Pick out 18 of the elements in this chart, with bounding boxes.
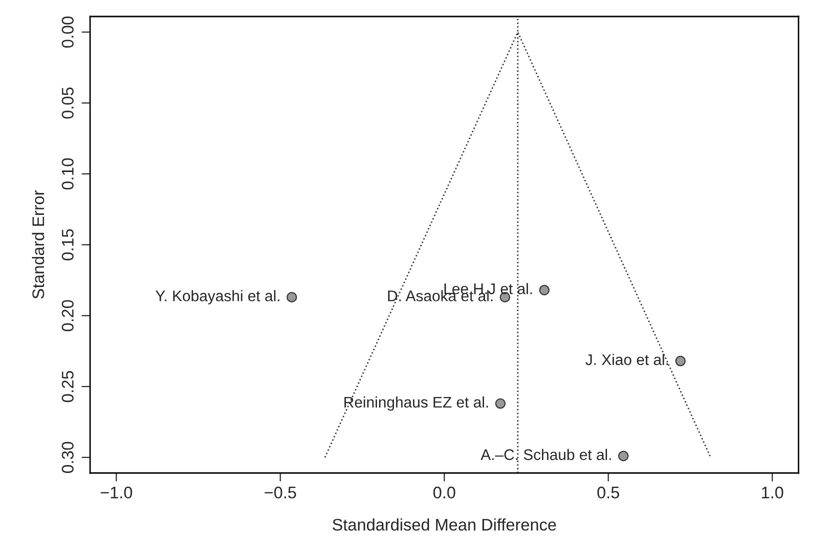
annotation: A.–C. Schaub et al. xyxy=(480,448,611,460)
y-tick-label: 0.25 xyxy=(62,371,74,402)
x-tick-label: −1.0 xyxy=(100,486,132,498)
annotation: J. Xiao et al. xyxy=(586,354,668,366)
x-tick-label: −0.5 xyxy=(264,486,296,498)
y-tick-label: 0.20 xyxy=(62,300,74,332)
y-tick-label: 0.10 xyxy=(62,158,74,190)
annotation: Reininghaus EZ et al. xyxy=(344,396,488,411)
y-tick-label: 0.00 xyxy=(62,16,74,48)
y-tick-label: 0.30 xyxy=(62,442,74,473)
x-tick-label: 0.5 xyxy=(597,486,620,498)
y-axis-title: Standard Error xyxy=(32,190,44,299)
x-tick-label: 1.0 xyxy=(762,486,784,498)
x-axis-title: Standardised Mean Difference xyxy=(332,518,556,531)
y-tick-label: 0.15 xyxy=(62,229,74,260)
annotation: Y. Kobayashi et al. xyxy=(156,290,280,304)
x-tick-label: 0.0 xyxy=(433,486,456,498)
y-tick-label: 0.05 xyxy=(62,87,74,119)
